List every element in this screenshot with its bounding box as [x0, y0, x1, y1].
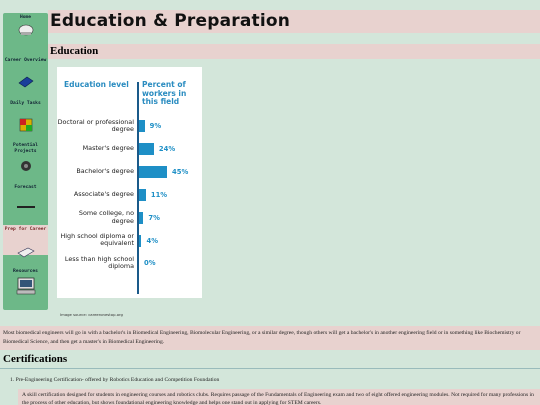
category-header: Education level [64, 80, 129, 89]
book-icon [18, 76, 34, 88]
education-chart: Education level Percent of workers in th… [57, 67, 202, 298]
nav-resources[interactable]: Resources [13, 269, 38, 274]
bar [139, 165, 167, 178]
diploma-icon [17, 247, 35, 258]
value-label: 0% [144, 259, 156, 268]
list-item: 1. Pre-Engineering Certification- offere… [10, 377, 220, 383]
value-label: 7% [148, 213, 160, 222]
axis-line [137, 82, 139, 294]
image-caption: Image source: careeronestop.org [60, 312, 123, 317]
gear-icon [21, 161, 31, 171]
value-label: 24% [158, 144, 176, 153]
item-description: A skill certification designed for stude… [18, 389, 540, 405]
page-title: Education & Preparation [48, 10, 540, 33]
nav-forecast[interactable]: Forecast [14, 185, 37, 190]
divider [0, 368, 540, 369]
category-label: Doctoral or professional degree [57, 117, 134, 133]
nav-overview[interactable]: Career Overview [4, 58, 47, 63]
home-icon [18, 24, 34, 36]
bar [139, 142, 154, 155]
category-label: Less than high school diploma [64, 254, 134, 271]
value-header: Percent of workers in this field [142, 80, 187, 106]
nav-tasks[interactable]: Daily Tasks [10, 101, 41, 106]
nav-home[interactable]: Home [19, 15, 32, 20]
category-label: Some college, no degree [78, 209, 134, 225]
forecast-icon [17, 206, 35, 208]
bar [139, 188, 146, 201]
bar [139, 234, 142, 247]
category-label: Master's degree [82, 144, 134, 153]
paragraph: Most biomedical engineers will go in wit… [0, 326, 540, 350]
value-label: 11% [150, 190, 168, 199]
section-heading: Certifications [3, 353, 68, 365]
category-label: High school diploma or equivalent [60, 232, 134, 248]
bar [139, 211, 144, 224]
computer-icon [16, 277, 36, 295]
value-label: 9% [149, 122, 162, 130]
value-label: 4% [146, 236, 159, 245]
bar [139, 120, 145, 132]
cube-icon [19, 118, 33, 132]
category-label: Associate's degree [73, 190, 134, 199]
category-label: Bachelor's degree [76, 167, 134, 176]
side-nav: Home Career Overview Daily Tasks Potenti… [3, 13, 48, 310]
section-heading: Education [48, 44, 540, 59]
nav-projects[interactable]: Potential Projects [13, 143, 38, 154]
value-label: 45% [172, 167, 189, 176]
